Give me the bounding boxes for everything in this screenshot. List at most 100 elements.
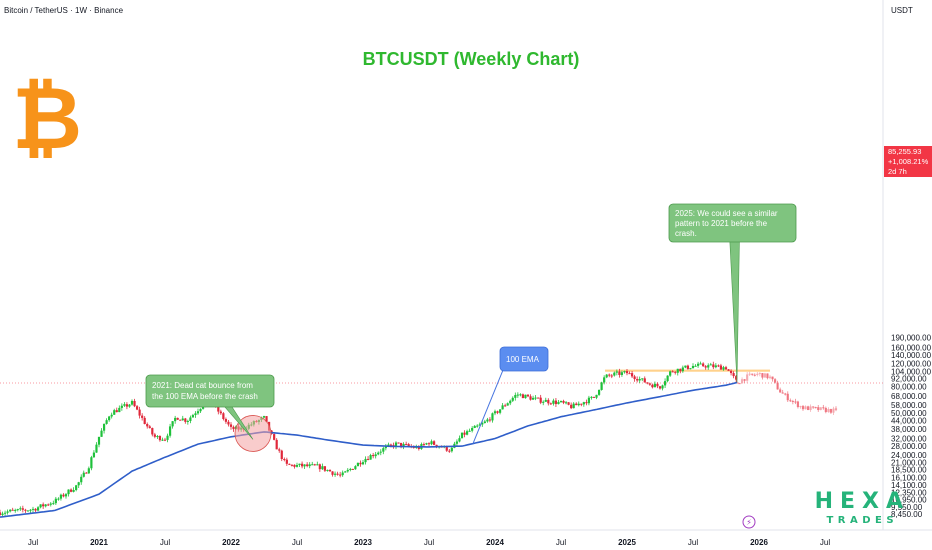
candle (564, 402, 568, 404)
candle (105, 420, 108, 424)
candle (326, 469, 329, 471)
candle (328, 469, 332, 472)
projected-candle (822, 407, 825, 409)
candle (458, 438, 461, 442)
projected-candle (776, 382, 779, 390)
candle (559, 400, 563, 402)
y-tick-label: 38,000.00 (891, 425, 927, 434)
candle (567, 402, 570, 405)
candle (359, 462, 362, 465)
candle (283, 459, 286, 461)
projected-candle (832, 408, 835, 413)
candle (75, 485, 78, 491)
candle (524, 394, 527, 399)
candle (481, 422, 484, 425)
y-tick-label: 16,100.00 (891, 473, 927, 482)
candle (643, 378, 646, 383)
candle (483, 421, 486, 423)
candle (430, 441, 433, 445)
x-tick-label: 2024 (486, 538, 504, 547)
bitcoin-logo: ₿ (12, 69, 82, 169)
candle (323, 466, 327, 471)
watermark-top: HEXA (814, 489, 910, 514)
candle (311, 464, 314, 466)
projected-candle (789, 400, 792, 402)
lightning-icon[interactable]: ⚡ (742, 515, 756, 529)
x-tick-label: Jul (292, 538, 302, 547)
candle (102, 423, 106, 431)
y-tick-label: 68,000.00 (891, 392, 927, 401)
candle (526, 394, 530, 397)
candle (92, 452, 96, 458)
candle (374, 454, 377, 457)
projected-candle (773, 379, 777, 383)
x-tick-label: 2026 (750, 538, 768, 547)
candle (47, 504, 50, 506)
projected-candle (819, 407, 822, 410)
candle (67, 489, 70, 495)
candle (554, 400, 558, 405)
candle (727, 369, 730, 371)
candle (681, 367, 684, 372)
projected-candle (796, 401, 800, 408)
candle (82, 472, 85, 477)
candle (290, 464, 294, 466)
callout-2021-line-2: the 100 EMA before the crash (152, 392, 258, 401)
candle (729, 370, 733, 374)
candle (506, 403, 509, 406)
candle (196, 411, 200, 414)
candle (605, 374, 608, 378)
candle (313, 464, 316, 466)
x-tick-label: 2025 (618, 538, 636, 547)
candle (85, 472, 88, 474)
candle (166, 435, 169, 440)
ema-label-box (499, 346, 549, 372)
candle (273, 434, 276, 440)
projected-candle (766, 373, 769, 379)
candle (298, 463, 301, 465)
candle (633, 376, 636, 380)
candle (141, 415, 144, 418)
candle (54, 498, 57, 504)
bounce-highlight-circle (234, 415, 272, 452)
candle (265, 416, 268, 422)
candle (354, 466, 357, 470)
candle (34, 508, 37, 511)
candle (31, 508, 35, 510)
candle (516, 394, 519, 396)
candle (36, 507, 40, 511)
candle (636, 379, 639, 381)
candle (384, 446, 387, 449)
candle (539, 397, 542, 403)
candle (341, 472, 344, 476)
candle (460, 432, 464, 439)
time-axis[interactable]: Jul 2021 Jul 2022 Jul 2023 Jul 2024 Jul 2025 Jul 20… (28, 538, 830, 547)
candle (638, 378, 641, 381)
candle (143, 417, 146, 425)
candle (570, 404, 573, 409)
candle (511, 397, 514, 401)
candle (651, 384, 654, 388)
projected-candle (829, 409, 833, 413)
candle (62, 494, 65, 497)
candle (100, 430, 103, 437)
x-tick-label: Jul (160, 538, 170, 547)
candle (176, 417, 179, 420)
candle (608, 374, 611, 376)
y-tick-label: 24,000.00 (891, 451, 927, 460)
watermark-bottom: TRADES (826, 515, 899, 526)
projected-candle (799, 406, 802, 408)
candle (445, 446, 448, 451)
candle (194, 413, 197, 416)
candle (696, 363, 700, 366)
candle (620, 372, 624, 375)
candle (369, 455, 372, 460)
price-axis[interactable]: 8,450.009,550.0010,950.0012,350.0014,100… (891, 334, 932, 519)
projected-candle (834, 408, 838, 410)
candle (339, 474, 342, 476)
candle (486, 419, 489, 422)
projected-candle (763, 373, 767, 378)
projected-candle (791, 401, 794, 403)
candle (1, 513, 4, 515)
